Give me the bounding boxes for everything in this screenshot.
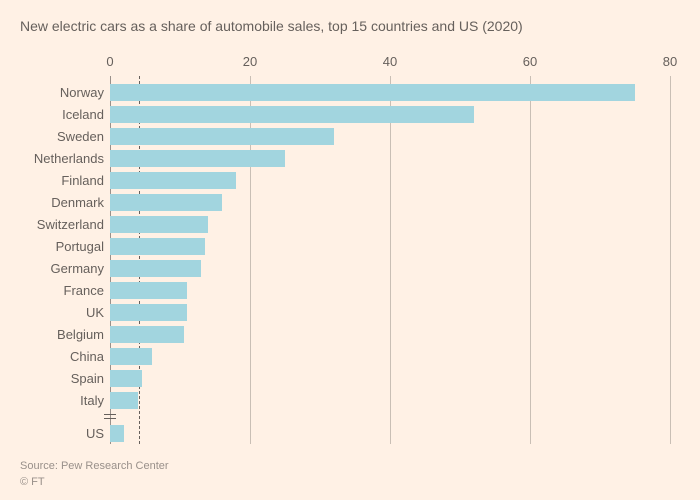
bar <box>110 150 285 167</box>
bar-label: Denmark <box>20 192 104 213</box>
bar-row: UK <box>110 302 670 323</box>
bar <box>110 326 184 343</box>
bar-label: France <box>20 280 104 301</box>
bar <box>110 194 222 211</box>
bar-label: Sweden <box>20 126 104 147</box>
bar-label: Netherlands <box>20 148 104 169</box>
break-mark-icon <box>104 412 116 422</box>
bar <box>110 172 236 189</box>
bar-row: Germany <box>110 258 670 279</box>
bar <box>110 128 334 145</box>
bar <box>110 425 124 442</box>
copyright-text: © FT <box>20 475 169 490</box>
bar-row: Portugal <box>110 236 670 257</box>
x-axis-labels: 020406080 <box>110 54 670 70</box>
bar-row: France <box>110 280 670 301</box>
x-tick-label: 0 <box>106 54 113 69</box>
source-text: Source: Pew Research Center <box>20 459 169 474</box>
bar-label: Spain <box>20 368 104 389</box>
x-tick-label: 40 <box>383 54 397 69</box>
bar-row: Netherlands <box>110 148 670 169</box>
bar-row: Finland <box>110 170 670 191</box>
bar <box>110 84 635 101</box>
x-tick-label: 80 <box>663 54 677 69</box>
bar <box>110 106 474 123</box>
chart-container: New electric cars as a share of automobi… <box>0 0 700 500</box>
chart-source: Source: Pew Research Center © FT <box>20 459 169 490</box>
bar-label: Belgium <box>20 324 104 345</box>
bar-label: US <box>20 423 104 444</box>
chart-area: 020406080 NorwayIcelandSwedenNetherlands… <box>20 54 680 444</box>
bar-row: Norway <box>110 82 670 103</box>
bar-label: Iceland <box>20 104 104 125</box>
bar <box>110 392 138 409</box>
chart-title: New electric cars as a share of automobi… <box>20 18 680 34</box>
bar <box>110 260 201 277</box>
bar-row: China <box>110 346 670 367</box>
bar-label: Norway <box>20 82 104 103</box>
x-tick-label: 20 <box>243 54 257 69</box>
bar-row: Belgium <box>110 324 670 345</box>
bar-label: Italy <box>20 390 104 411</box>
bar-rows: NorwayIcelandSwedenNetherlandsFinlandDen… <box>110 82 670 444</box>
bar <box>110 370 142 387</box>
bar-label: Switzerland <box>20 214 104 235</box>
bar <box>110 238 205 255</box>
bar <box>110 348 152 365</box>
bar-label: Finland <box>20 170 104 191</box>
bar <box>110 216 208 233</box>
gridline <box>670 76 671 444</box>
bar-row: Switzerland <box>110 214 670 235</box>
bar-row: Sweden <box>110 126 670 147</box>
x-tick-label: 60 <box>523 54 537 69</box>
bar-label: Germany <box>20 258 104 279</box>
bar-label: Portugal <box>20 236 104 257</box>
bar-label: China <box>20 346 104 367</box>
bar <box>110 282 187 299</box>
plot-area: NorwayIcelandSwedenNetherlandsFinlandDen… <box>110 76 670 444</box>
bar-row: Spain <box>110 368 670 389</box>
bar-row: US <box>110 423 670 444</box>
bar-row: Iceland <box>110 104 670 125</box>
bar-row: Italy <box>110 390 670 411</box>
bar-row: Denmark <box>110 192 670 213</box>
axis-break <box>110 412 670 422</box>
bar <box>110 304 187 321</box>
bar-label: UK <box>20 302 104 323</box>
